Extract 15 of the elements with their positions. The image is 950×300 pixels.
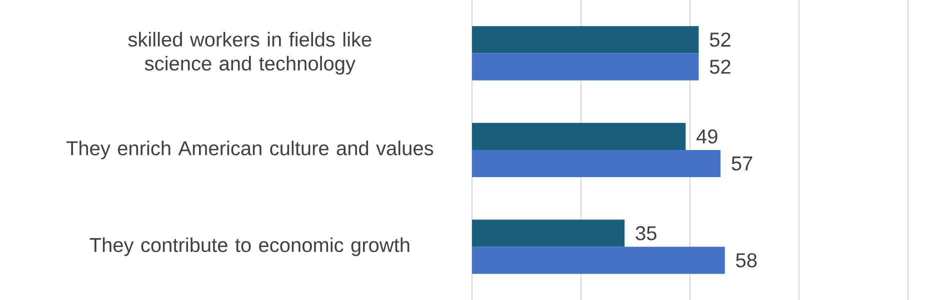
data-label: 35 [636,226,656,240]
data-label: 52 [710,32,730,47]
bar [472,53,699,80]
y-tick-label: skilled workers in fields like science and technology [128,32,372,75]
y-tick-label: They contribute to economic growth [90,237,410,256]
y-tick-label: They enrich American culture and values [66,140,434,160]
bar [472,26,699,54]
bar [472,150,720,178]
bar [472,122,686,150]
data-label: 58 [736,253,757,268]
data-label: 57 [732,156,752,171]
bar [472,246,725,274]
bar [472,220,625,247]
data-label: 49 [696,129,718,144]
data-label: 52 [710,60,730,74]
